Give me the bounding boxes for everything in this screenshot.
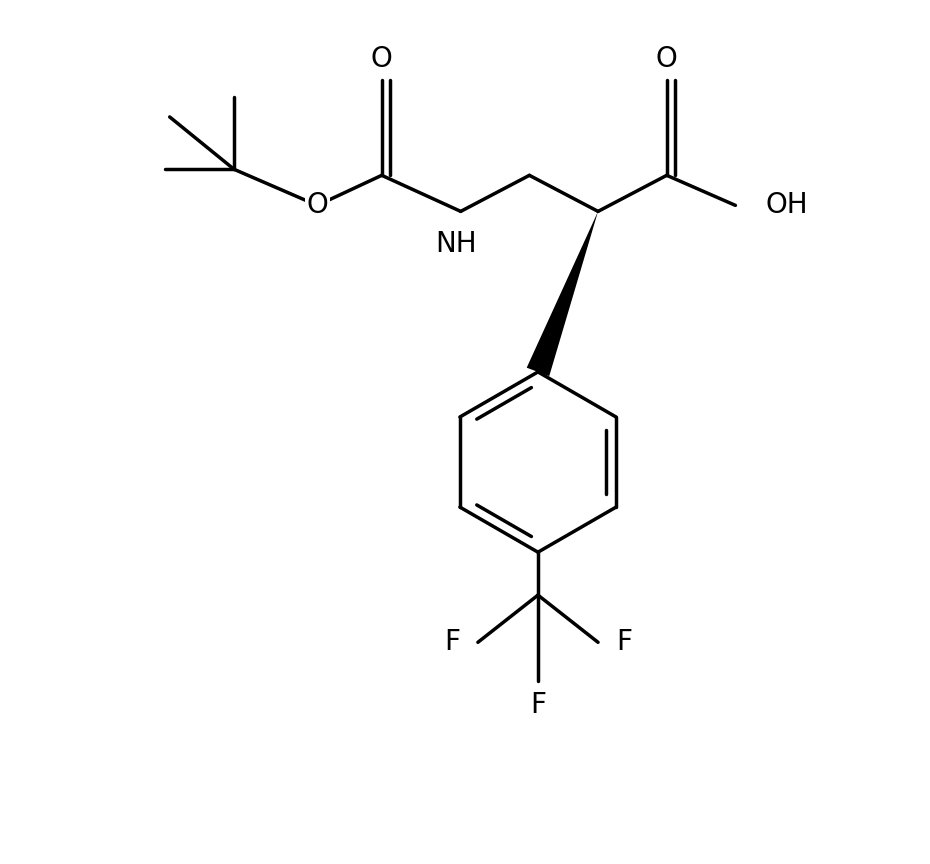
Text: O: O bbox=[371, 45, 392, 73]
Text: F: F bbox=[530, 691, 546, 719]
Text: F: F bbox=[616, 628, 631, 657]
Text: F: F bbox=[445, 628, 460, 657]
Text: OH: OH bbox=[765, 191, 808, 219]
Text: O: O bbox=[656, 45, 678, 73]
Text: O: O bbox=[307, 191, 328, 219]
Polygon shape bbox=[526, 212, 598, 376]
Text: NH: NH bbox=[435, 230, 477, 258]
